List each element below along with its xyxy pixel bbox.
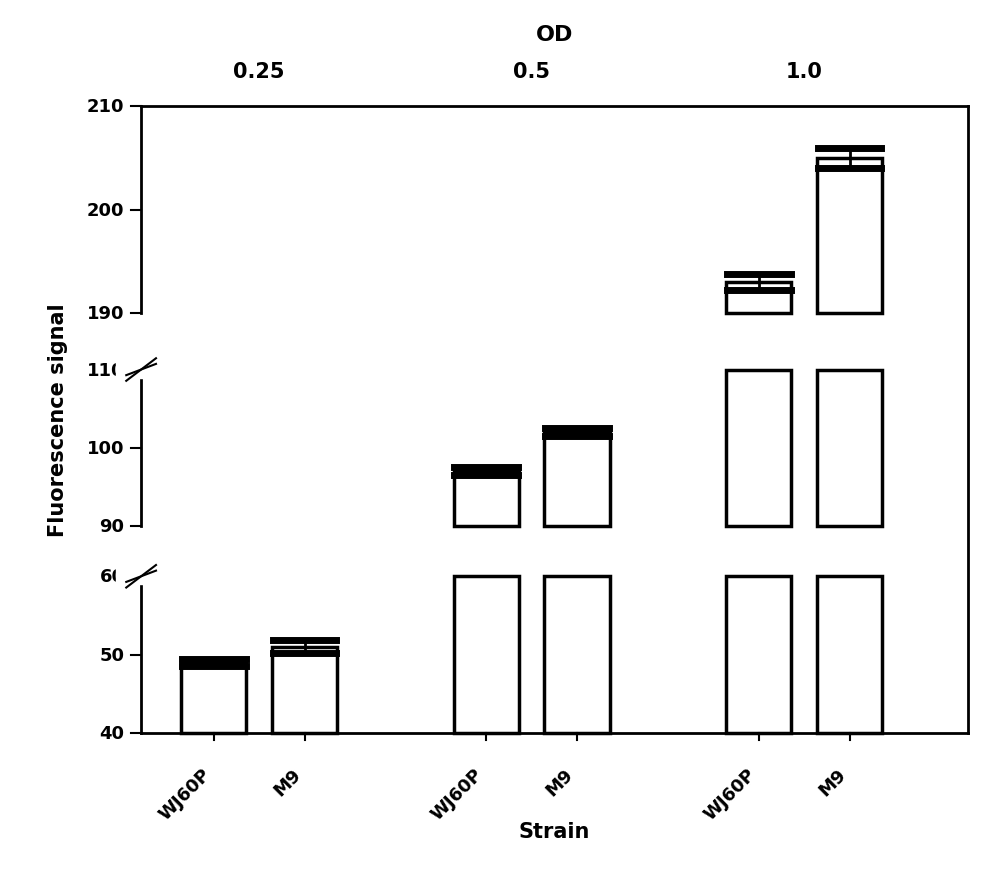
- Text: 210: 210: [87, 98, 125, 116]
- Text: Strain: Strain: [519, 821, 590, 840]
- Text: WJ60P: WJ60P: [155, 764, 214, 822]
- Text: 90: 90: [100, 518, 125, 536]
- Text: 190: 190: [87, 305, 125, 323]
- Text: 110: 110: [87, 361, 125, 379]
- Bar: [726, 370, 791, 527]
- Text: Fluorescence signal: Fluorescence signal: [48, 303, 69, 537]
- Text: WJ60P: WJ60P: [701, 764, 759, 822]
- Text: 50: 50: [100, 645, 125, 664]
- Text: 1.0: 1.0: [786, 63, 823, 82]
- Bar: [816, 370, 882, 527]
- Bar: [272, 647, 338, 733]
- Text: 0.25: 0.25: [234, 63, 285, 82]
- Bar: [181, 662, 247, 733]
- Bar: [544, 433, 610, 527]
- Text: 60: 60: [100, 568, 125, 586]
- Bar: [116, 569, 166, 585]
- Text: WJ60P: WJ60P: [427, 764, 486, 822]
- Text: M9: M9: [270, 764, 304, 798]
- Bar: [544, 577, 610, 733]
- Text: M9: M9: [543, 764, 578, 798]
- Bar: [816, 159, 882, 314]
- Bar: [726, 577, 791, 733]
- Bar: [454, 577, 519, 733]
- Text: M9: M9: [815, 764, 850, 798]
- Bar: [726, 283, 791, 314]
- Text: 0.5: 0.5: [513, 63, 550, 82]
- Bar: [454, 472, 519, 527]
- Text: 100: 100: [87, 439, 125, 458]
- Bar: [816, 577, 882, 733]
- Text: OD: OD: [535, 25, 574, 45]
- Text: 200: 200: [87, 201, 125, 220]
- Text: 40: 40: [100, 724, 125, 742]
- Bar: [116, 362, 166, 378]
